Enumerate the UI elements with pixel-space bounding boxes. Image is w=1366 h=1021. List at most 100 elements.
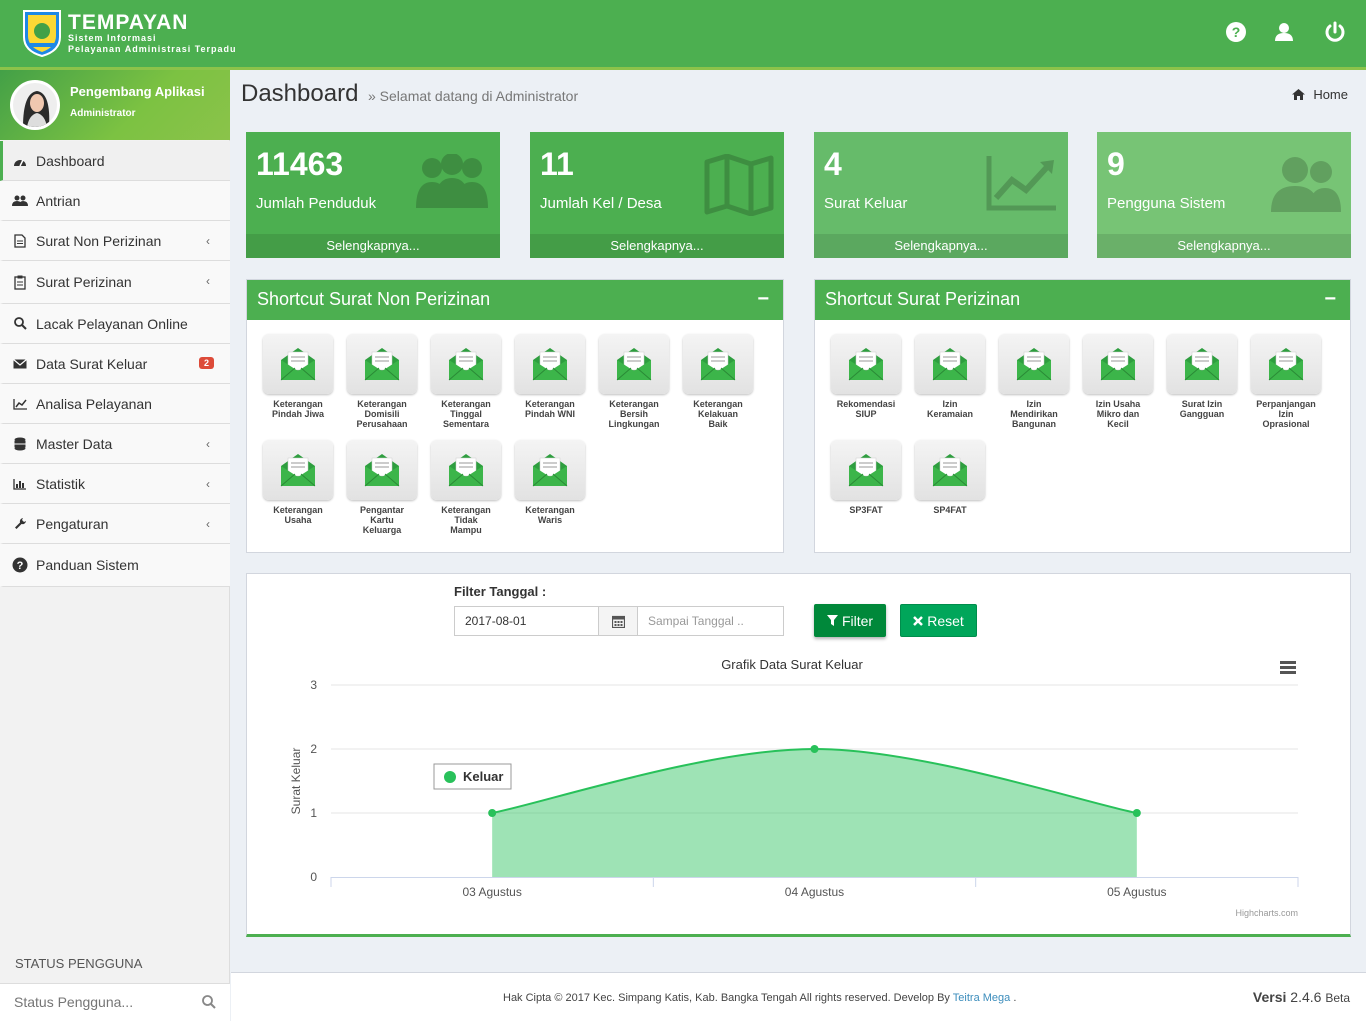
sidebar-item-pengaturan[interactable]: Pengaturan ‹ (0, 504, 230, 544)
shortcut-tile[interactable]: Izin Mendirikan Bangunan (994, 334, 1074, 429)
shortcut-tile-icon[interactable] (1251, 334, 1321, 394)
shortcut-tile[interactable]: Keterangan Kelakuan Baik (678, 334, 758, 429)
shortcut-tile-label-line: Keluarga (362, 525, 402, 535)
shortcut-tile[interactable]: Keterangan Tidak Mampu (426, 440, 506, 535)
area-chart-icon (986, 156, 1056, 211)
selengkapnya-link[interactable]: Selengkapnya... (814, 234, 1068, 258)
data-point[interactable] (488, 809, 497, 817)
selengkapnya-link[interactable]: Selengkapnya... (530, 234, 784, 258)
shortcut-tile[interactable]: SP4FAT (910, 440, 990, 515)
status-pengguna-input[interactable] (0, 984, 190, 1020)
envelope-open-icon (932, 454, 968, 487)
shortcut-tile-icon[interactable] (915, 334, 985, 394)
shortcut-tile-icon[interactable] (431, 440, 501, 500)
shortcut-tile-label: Keterangan Tidak Mampu (426, 505, 506, 535)
filter-button-label: Filter (841, 612, 874, 629)
shortcut-tile-label: Keterangan Domisili Perusahaan (342, 399, 422, 429)
shortcut-tile[interactable]: Keterangan Domisili Perusahaan (342, 334, 422, 429)
shortcut-tile[interactable]: Keterangan Pindah Jiwa (258, 334, 338, 419)
logout-button[interactable] (1323, 20, 1347, 44)
power-icon (1325, 21, 1345, 42)
shortcut-tile-icon[interactable] (263, 334, 333, 394)
chart-menu-icon[interactable] (1280, 661, 1296, 674)
shortcut-tile[interactable]: Keterangan Waris (510, 440, 590, 525)
breadcrumb[interactable]: Home (1292, 87, 1348, 102)
shortcut-tile[interactable]: Izin Usaha Mikro dan Kecil (1078, 334, 1158, 429)
shortcut-tile[interactable]: Keterangan Pindah WNI (510, 334, 590, 419)
shortcut-tile-icon[interactable] (515, 334, 585, 394)
envelope-open-icon (616, 348, 652, 381)
user-button[interactable] (1272, 20, 1296, 44)
date-to-input[interactable]: Sampai Tanggal .. (637, 606, 784, 636)
sidebar-item-antrian[interactable]: Antrian (0, 181, 230, 221)
x-tick-label: 03 Agustus (462, 885, 521, 899)
sidebar-item-master-data[interactable]: Master Data ‹ (0, 424, 230, 464)
sidebar-item-panduan-sistem[interactable]: ? Panduan Sistem (0, 544, 230, 587)
shortcut-tile-icon[interactable] (263, 440, 333, 500)
user-role: Administrator (70, 108, 136, 119)
chevron-left-icon: ‹ (206, 477, 210, 491)
avatar[interactable] (10, 80, 60, 130)
shortcut-tile[interactable]: Keterangan Bersih Lingkungan (594, 334, 674, 429)
brand-subtitle: Sistem Informasi Pelayanan Administrasi … (68, 33, 237, 55)
shortcut-tile-label-line: Surat Izin (1181, 399, 1223, 409)
shortcut-tile-label-line: Kelakuan (697, 409, 739, 419)
shortcut-tile-icon[interactable] (831, 440, 901, 500)
selengkapnya-link[interactable]: Selengkapnya... (246, 234, 500, 258)
sidebar-item-statistik[interactable]: Statistik ‹ (0, 464, 230, 504)
file-icon (11, 233, 29, 249)
breadcrumb-home[interactable]: Home (1313, 87, 1348, 102)
y-tick-label: 0 (310, 870, 317, 884)
shortcut-tile-label-line: Keterangan (441, 505, 491, 515)
calendar-button[interactable] (598, 606, 638, 636)
shortcut-tile[interactable]: Surat Izin Gangguan (1162, 334, 1242, 419)
chevron-left-icon: ‹ (206, 517, 210, 531)
shortcut-tile[interactable]: Keterangan Tinggal Sementara (426, 334, 506, 429)
collapse-button[interactable]: − (1324, 288, 1336, 310)
sidebar-item-analisa-pelayanan[interactable]: Analisa Pelayanan (0, 384, 230, 424)
sidebar-item-surat-perizinan[interactable]: Surat Perizinan ‹ (0, 261, 230, 304)
shortcut-tile[interactable]: SP3FAT (826, 440, 906, 515)
reset-button[interactable]: Reset (900, 604, 977, 637)
shortcut-tile-icon[interactable] (1167, 334, 1237, 394)
collapse-button[interactable]: − (757, 288, 769, 310)
date-from-input[interactable]: 2017-08-01 (454, 606, 599, 636)
sidebar-item-surat-non-perizinan[interactable]: Surat Non Perizinan ‹ (0, 221, 230, 261)
panel-header: Shortcut Surat Perizinan − (815, 280, 1350, 320)
database-icon (11, 436, 29, 452)
shortcut-tile-icon[interactable] (347, 334, 417, 394)
shortcut-tile-icon[interactable] (831, 334, 901, 394)
shortcut-tile[interactable]: Perpanjangan Izin Oprasional (1246, 334, 1326, 429)
chart-credits[interactable]: Highcharts.com (1235, 908, 1298, 918)
shortcut-tile-icon[interactable] (915, 440, 985, 500)
sidebar-item-dashboard[interactable]: Dashboard (0, 141, 230, 181)
panel-title: Shortcut Surat Non Perizinan (257, 289, 491, 309)
help-button[interactable]: ? (1224, 20, 1248, 44)
shortcut-tile-icon[interactable] (1083, 334, 1153, 394)
shortcut-tile[interactable]: Izin Keramaian (910, 334, 990, 419)
search-icon[interactable] (202, 995, 216, 1009)
shortcut-tile-icon[interactable] (431, 334, 501, 394)
chart-legend[interactable]: Keluar (433, 763, 512, 790)
shortcut-tile-label-line: Lingkungan (608, 419, 660, 429)
sidebar-item-data-surat-keluar[interactable]: Data Surat Keluar 2 (0, 344, 230, 384)
shortcut-tile[interactable]: Rekomendasi SIUP (826, 334, 906, 419)
shortcut-tile-icon[interactable] (599, 334, 669, 394)
shortcut-tile-label-line: Kartu (370, 515, 394, 525)
data-point[interactable] (810, 745, 819, 753)
stat-label: Pengguna Sistem (1107, 195, 1226, 212)
shortcut-tile-icon[interactable] (999, 334, 1069, 394)
data-point[interactable] (1132, 809, 1141, 817)
shortcut-tile-icon[interactable] (683, 334, 753, 394)
shortcut-tile-icon[interactable] (347, 440, 417, 500)
selengkapnya-link[interactable]: Selengkapnya... (1097, 234, 1351, 258)
shortcut-tile-icon[interactable] (515, 440, 585, 500)
envelope-open-icon (1100, 348, 1136, 381)
filter-button[interactable]: Filter (814, 604, 886, 637)
shortcut-tile[interactable]: Keterangan Usaha (258, 440, 338, 525)
developer-link[interactable]: Teitra Mega (952, 992, 1011, 1004)
sidebar-item-lacak-pelayanan[interactable]: Lacak Pelayanan Online (0, 304, 230, 344)
shortcut-tile-label-line: Tidak (454, 515, 478, 525)
shortcut-tile[interactable]: Pengantar Kartu Keluarga (342, 440, 422, 535)
sidebar-item-label: Panduan Sistem (36, 557, 139, 573)
